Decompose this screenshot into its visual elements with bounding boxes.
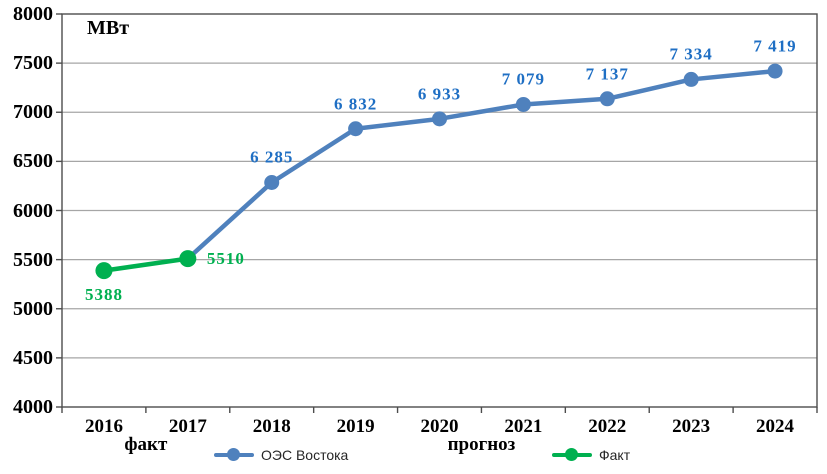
legend-item-fakt: Факт <box>552 446 630 464</box>
legend-line-marker-icon <box>214 448 254 462</box>
legend-label: ОЭС Востока <box>261 447 349 463</box>
legend-line-marker-icon <box>552 448 592 462</box>
y-axis-unit-label: МВт <box>87 17 130 39</box>
legend-item-oes-vostoka: ОЭС Востока <box>214 446 348 464</box>
legend-label: Факт <box>599 447 631 463</box>
